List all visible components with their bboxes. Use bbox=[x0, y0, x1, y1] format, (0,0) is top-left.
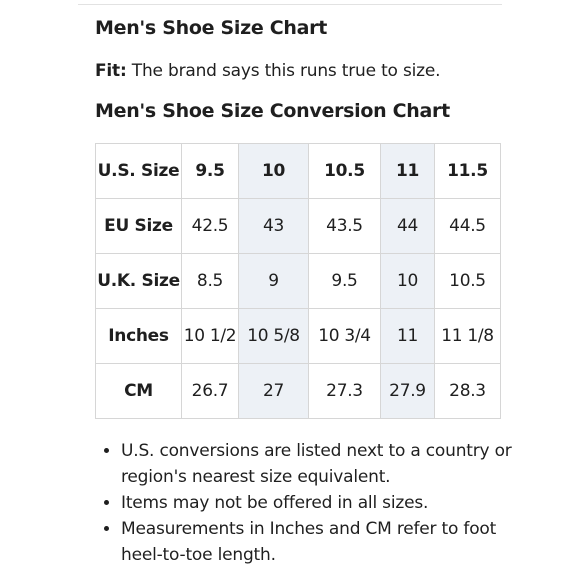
table-cell: 42.5 bbox=[181, 198, 239, 254]
list-item: Measurements in Inches and CM refer to f… bbox=[121, 516, 521, 568]
table-cell: 26.7 bbox=[181, 363, 239, 419]
table-cell: 9.5 bbox=[181, 143, 239, 199]
table-row: EU Size 42.5 43 43.5 44 44.5 bbox=[95, 198, 501, 254]
list-item: Items may not be offered in all sizes. bbox=[121, 490, 521, 516]
conversion-title: Men's Shoe Size Conversion Chart bbox=[95, 100, 450, 122]
table-cell: 11 1/8 bbox=[434, 308, 501, 364]
row-label-us-size: U.S. Size bbox=[95, 143, 182, 199]
table-row: CM 26.7 27 27.3 27.9 28.3 bbox=[95, 363, 501, 419]
table-cell: 27.3 bbox=[308, 363, 381, 419]
fit-note: Fit: The brand says this runs true to si… bbox=[95, 59, 505, 83]
table-cell: 10.5 bbox=[434, 253, 501, 309]
row-label-uk-size: U.K. Size bbox=[95, 253, 182, 309]
table-cell: 43 bbox=[238, 198, 309, 254]
table-cell: 10 1/2 bbox=[181, 308, 239, 364]
table-cell: 10 5/8 bbox=[238, 308, 309, 364]
size-conversion-table: U.S. Size 9.5 10 10.5 11 11.5 EU Size 42… bbox=[95, 143, 501, 419]
table-cell: 9.5 bbox=[308, 253, 381, 309]
table-cell: 44 bbox=[380, 198, 435, 254]
fit-text: The brand says this runs true to size. bbox=[126, 61, 441, 81]
table-cell: 27.9 bbox=[380, 363, 435, 419]
table-cell: 10.5 bbox=[308, 143, 381, 199]
table-cell: 11 bbox=[380, 143, 435, 199]
table-cell: 10 3/4 bbox=[308, 308, 381, 364]
table-cell: 10 bbox=[238, 143, 309, 199]
fit-label: Fit: bbox=[95, 61, 127, 81]
table-row: U.K. Size 8.5 9 9.5 10 10.5 bbox=[95, 253, 501, 309]
row-label-inches: Inches bbox=[95, 308, 182, 364]
page-title: Men's Shoe Size Chart bbox=[95, 17, 328, 39]
notes-list: U.S. conversions are listed next to a co… bbox=[97, 438, 521, 568]
table-cell: 9 bbox=[238, 253, 309, 309]
table-row: Inches 10 1/2 10 5/8 10 3/4 11 11 1/8 bbox=[95, 308, 501, 364]
table-cell: 27 bbox=[238, 363, 309, 419]
list-item: U.S. conversions are listed next to a co… bbox=[121, 438, 521, 490]
header-section: Men's Shoe Size Chart Fit: The brand say… bbox=[95, 14, 505, 125]
table-row: U.S. Size 9.5 10 10.5 11 11.5 bbox=[95, 143, 501, 199]
table-cell: 11 bbox=[380, 308, 435, 364]
table-cell: 44.5 bbox=[434, 198, 501, 254]
row-label-eu-size: EU Size bbox=[95, 198, 182, 254]
table-cell: 8.5 bbox=[181, 253, 239, 309]
table-cell: 43.5 bbox=[308, 198, 381, 254]
table-cell: 28.3 bbox=[434, 363, 501, 419]
row-label-cm: CM bbox=[95, 363, 182, 419]
table-cell: 10 bbox=[380, 253, 435, 309]
top-divider bbox=[78, 4, 502, 5]
table-cell: 11.5 bbox=[434, 143, 501, 199]
